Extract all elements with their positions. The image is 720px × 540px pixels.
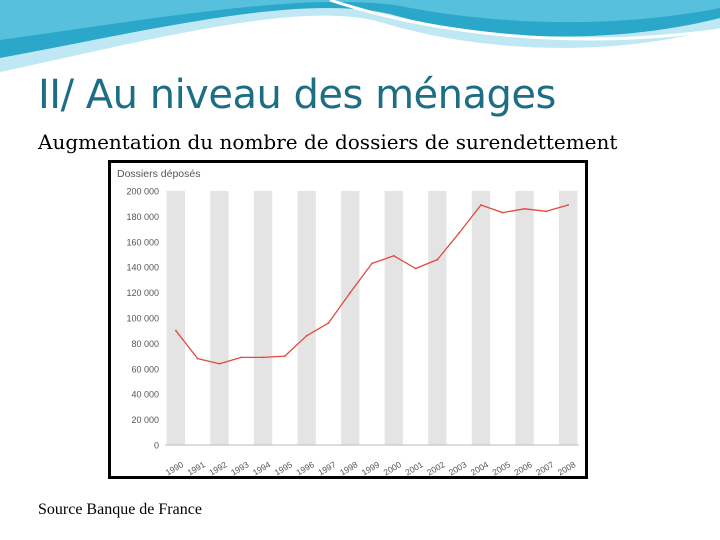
x-tick-label: 2005 <box>491 459 513 476</box>
data-point-1991 <box>196 357 199 360</box>
x-tick-label: 1994 <box>251 459 273 476</box>
x-tick-label: 1995 <box>273 459 295 476</box>
data-point-1993 <box>240 356 243 359</box>
chart-bands <box>166 191 578 445</box>
x-tick-label: 1991 <box>185 459 207 476</box>
data-point-2007 <box>545 210 548 213</box>
chart-band-1990 <box>166 191 186 445</box>
chart-band-2002 <box>428 191 447 445</box>
y-tick-label: 80 000 <box>131 339 159 349</box>
data-point-1999 <box>371 262 373 265</box>
data-point-2003 <box>458 232 461 234</box>
y-tick-label: 120 000 <box>126 288 159 298</box>
y-tick-label: 20 000 <box>131 415 159 425</box>
chart-title: Dossiers déposés <box>117 168 200 180</box>
line-chart: Dossiers déposés 0 20 000 40 000 60 000 80 0… <box>117 168 579 476</box>
data-point-2006 <box>523 207 526 210</box>
y-tick-label: 0 <box>154 441 159 451</box>
data-point-1996 <box>305 334 308 337</box>
x-tick-label: 1992 <box>207 459 229 476</box>
x-tick-label: 2003 <box>447 459 469 476</box>
chart-band-1992 <box>210 191 229 445</box>
chart-band-2006 <box>515 191 534 445</box>
data-point-1994 <box>262 356 264 359</box>
y-tick-label: 160 000 <box>126 237 159 247</box>
chart-series <box>174 204 570 365</box>
slide-subtitle: Augmentation du nombre de dossiers de su… <box>38 130 618 154</box>
y-tick-label: 200 000 <box>126 187 159 197</box>
x-tick-label: 2002 <box>425 459 447 476</box>
data-point-2000 <box>392 254 395 257</box>
wave-highlight-line <box>329 0 720 41</box>
x-tick-label: 1997 <box>316 459 338 476</box>
x-tick-label: 2000 <box>382 459 404 476</box>
y-axis: 0 20 000 40 000 60 000 80 000 100 000 120 000 1… <box>126 187 159 451</box>
y-tick-label: 180 000 <box>126 212 159 222</box>
data-point-2005 <box>501 211 504 214</box>
y-tick-label: 140 000 <box>126 263 159 273</box>
chart-band-2008 <box>558 191 578 445</box>
chart-frame: Dossiers déposés 0 20 000 40 000 60 000 80 0… <box>108 160 588 479</box>
data-point-1998 <box>349 291 352 294</box>
x-tick-label: 1990 <box>164 459 186 476</box>
data-point-1992 <box>218 362 221 365</box>
y-tick-label: 100 000 <box>126 314 159 324</box>
x-tick-label: 2006 <box>512 459 534 476</box>
y-tick-label: 40 000 <box>131 390 159 400</box>
data-point-2002 <box>436 258 439 261</box>
x-tick-label: 2004 <box>469 459 491 476</box>
data-point-2008 <box>567 204 570 206</box>
chart-band-1996 <box>297 191 316 445</box>
x-tick-label: 2008 <box>556 459 578 476</box>
data-point-1995 <box>283 355 286 357</box>
x-tick-label: 2001 <box>403 459 425 476</box>
x-tick-label: 2007 <box>534 459 556 476</box>
header-wave-decoration <box>0 0 720 72</box>
x-tick-label: 1998 <box>338 459 360 476</box>
chart-band-2004 <box>471 191 491 445</box>
data-point-2001 <box>414 267 417 270</box>
wave-mid-band <box>0 0 720 40</box>
x-tick-label: 1999 <box>360 459 382 476</box>
y-tick-label: 60 000 <box>131 364 159 374</box>
chart-band-1994 <box>253 191 273 445</box>
slide-title: II/ Au niveau des ménages <box>38 72 556 118</box>
x-tick-label: 1993 <box>229 459 251 476</box>
data-point-2004 <box>480 204 482 206</box>
x-axis: 1990 1991 1992 1993 1994 1995 1996 1997 1998 1999… <box>164 444 579 476</box>
chart-band-2000 <box>384 191 403 445</box>
source-note: Source Banque de France <box>38 501 202 518</box>
chart-band-1998 <box>341 191 360 445</box>
data-point-1997 <box>327 322 330 324</box>
data-point-1990 <box>174 329 177 332</box>
x-tick-label: 1996 <box>294 459 316 476</box>
series-line <box>175 204 569 365</box>
